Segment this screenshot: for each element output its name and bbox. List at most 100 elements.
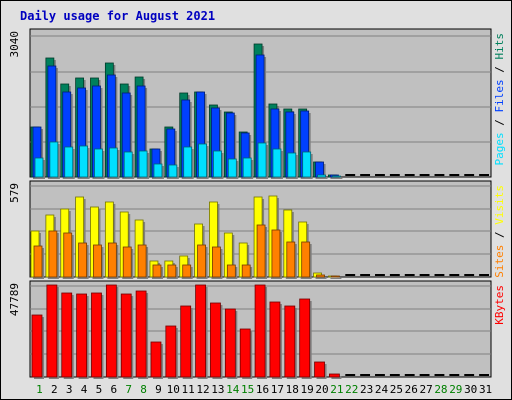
bar-pages-14: [227, 158, 237, 178]
x-tick-label: 11: [182, 383, 195, 396]
bar-sites-21-shadow: [333, 278, 342, 279]
bar-pages-8: [138, 150, 148, 178]
bar-sites-15: [241, 264, 251, 278]
bar-sites-3: [63, 232, 73, 278]
bar-pages-12: [198, 143, 207, 178]
bar-sites-2: [48, 230, 58, 278]
chart-title: Daily usage for August 2021: [20, 9, 215, 23]
y-max-label-visits-sites: 579: [8, 183, 21, 203]
bar-kbytes-10: [165, 325, 177, 378]
bar-sites-7: [122, 246, 132, 278]
x-tick-label: 16: [256, 383, 269, 396]
x-tick-label: 24: [375, 383, 389, 396]
bar-kbytes-21-shadow: [331, 376, 342, 379]
bar-kbytes-3: [61, 292, 73, 378]
bar-pages-13: [213, 150, 222, 178]
x-tick-label: 9: [155, 383, 162, 396]
x-tick-label: 4: [81, 383, 88, 396]
bar-sites-17: [271, 229, 281, 278]
legend-item-files: Files: [493, 79, 506, 112]
bar-pages-6: [108, 147, 118, 178]
x-tick-label: 13: [211, 383, 224, 396]
bar-pages-18: [287, 152, 297, 178]
y-max-label-kbytes: 47789: [8, 283, 21, 316]
x-tick-label: 20: [315, 383, 328, 396]
bar-sites-21: [331, 275, 340, 278]
legend-item-pages: Pages: [493, 132, 506, 165]
bar-pages-16: [257, 142, 267, 178]
bar-pages-9: [153, 163, 163, 178]
legend-item-visits: Visits: [493, 185, 506, 225]
bar-sites-13: [212, 246, 221, 278]
bar-pages-21-shadow: [334, 178, 343, 179]
bar-pages-15: [242, 157, 252, 178]
x-tick-label: 6: [110, 383, 117, 396]
bar-kbytes-4: [76, 293, 88, 378]
x-tick-label: 28: [434, 383, 447, 396]
x-tick-label: 18: [286, 383, 299, 396]
x-tick-label: 2: [51, 383, 58, 396]
x-tick-label: 12: [196, 383, 209, 396]
bar-sites-20-shadow: [318, 277, 327, 279]
legend-item-sites: Sites: [493, 245, 506, 278]
x-tick-label: 26: [405, 383, 418, 396]
bar-kbytes-21: [329, 373, 340, 378]
bar-kbytes-11: [180, 305, 192, 378]
bar-kbytes-1: [31, 314, 43, 378]
bar-sites-6: [107, 242, 117, 278]
x-tick-label: 25: [390, 383, 403, 396]
bar-sites-20: [316, 274, 325, 278]
x-tick-label: 14: [226, 383, 240, 396]
bar-sites-8: [137, 244, 147, 278]
bar-pages-5: [94, 148, 103, 178]
x-tick-label: 7: [125, 383, 132, 396]
x-tick-label: 17: [271, 383, 284, 396]
legend-separator: /: [493, 225, 506, 245]
x-tick-label: 27: [419, 383, 432, 396]
x-tick-label: 10: [167, 383, 180, 396]
bar-kbytes-8: [135, 290, 147, 378]
bar-kbytes-13: [210, 302, 221, 378]
bar-sites-18: [286, 241, 296, 278]
bar-pages-20: [317, 174, 326, 178]
bar-kbytes-17: [269, 301, 281, 378]
bar-sites-4: [78, 242, 88, 278]
x-tick-label: 31: [479, 383, 492, 396]
bar-pages-7: [123, 151, 133, 178]
bar-kbytes-14: [224, 308, 236, 378]
x-tick-label: 30: [464, 383, 477, 396]
bar-pages-20-shadow: [319, 177, 328, 179]
bar-kbytes-5: [91, 292, 102, 378]
y-max-label-hits-files-pages: 3040: [8, 31, 21, 58]
bar-kbytes-15: [239, 328, 251, 378]
x-tick-label: 19: [300, 383, 313, 396]
bar-pages-4: [79, 145, 89, 178]
bar-kbytes-2: [46, 284, 58, 378]
x-tick-label: 21: [330, 383, 343, 396]
bar-kbytes-20: [314, 361, 325, 378]
legend-separator: /: [493, 113, 506, 133]
bar-pages-19: [302, 151, 312, 178]
bar-pages-21: [332, 175, 341, 178]
bar-pages-2: [49, 141, 59, 178]
legend-visits-sites: Sites / Visits: [493, 185, 506, 278]
bar-kbytes-18: [284, 305, 296, 378]
x-tick-label: 23: [360, 383, 373, 396]
x-tick-label: 8: [140, 383, 147, 396]
bar-sites-10: [167, 264, 177, 278]
legend-item-hits: Hits: [493, 33, 506, 60]
bar-sites-19: [301, 241, 311, 278]
bar-pages-3: [64, 146, 74, 178]
legend-separator: /: [493, 60, 506, 80]
bar-kbytes-9: [150, 341, 162, 378]
bar-sites-11: [182, 264, 192, 278]
bar-kbytes-12: [195, 284, 206, 378]
bar-sites-12: [197, 244, 206, 278]
x-tick-label: 15: [241, 383, 254, 396]
x-tick-label: 1: [36, 383, 43, 396]
x-tick-label: 22: [345, 383, 358, 396]
x-tick-label: 29: [449, 383, 462, 396]
bar-pages-10: [168, 164, 178, 178]
bar-kbytes-6: [105, 284, 117, 378]
